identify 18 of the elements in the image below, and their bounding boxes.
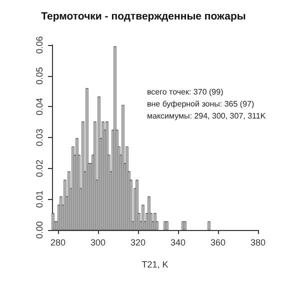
y-tick-label: 0.03 [34, 128, 44, 146]
y-tick-label: 0.01 [34, 190, 44, 208]
y-tick-label: 0.04 [34, 98, 44, 116]
annotation: максимумы: 294, 300, 307, 311K [147, 112, 266, 120]
x-tick-label: 380 [250, 238, 266, 248]
y-tick-label: 0.06 [34, 36, 44, 54]
x-tick-label: 280 [50, 238, 66, 248]
annotation: вне буферной зоны: 365 (97) [147, 100, 254, 108]
x-axis-title: T21, K [142, 260, 168, 270]
y-tick-label: 0.05 [34, 67, 44, 85]
y-tick-label: 0.02 [34, 160, 44, 178]
x-tick-label: 320 [130, 238, 146, 248]
chart-title: Термоточки - подтвержденные пожары [41, 10, 246, 22]
x-tick-label: 360 [210, 238, 226, 248]
x-tick-label: 300 [90, 238, 106, 248]
y-tick-label: 0.00 [34, 221, 44, 239]
annotation: всего точек: 370 (99) [147, 88, 224, 96]
x-tick-label: 340 [170, 238, 186, 248]
